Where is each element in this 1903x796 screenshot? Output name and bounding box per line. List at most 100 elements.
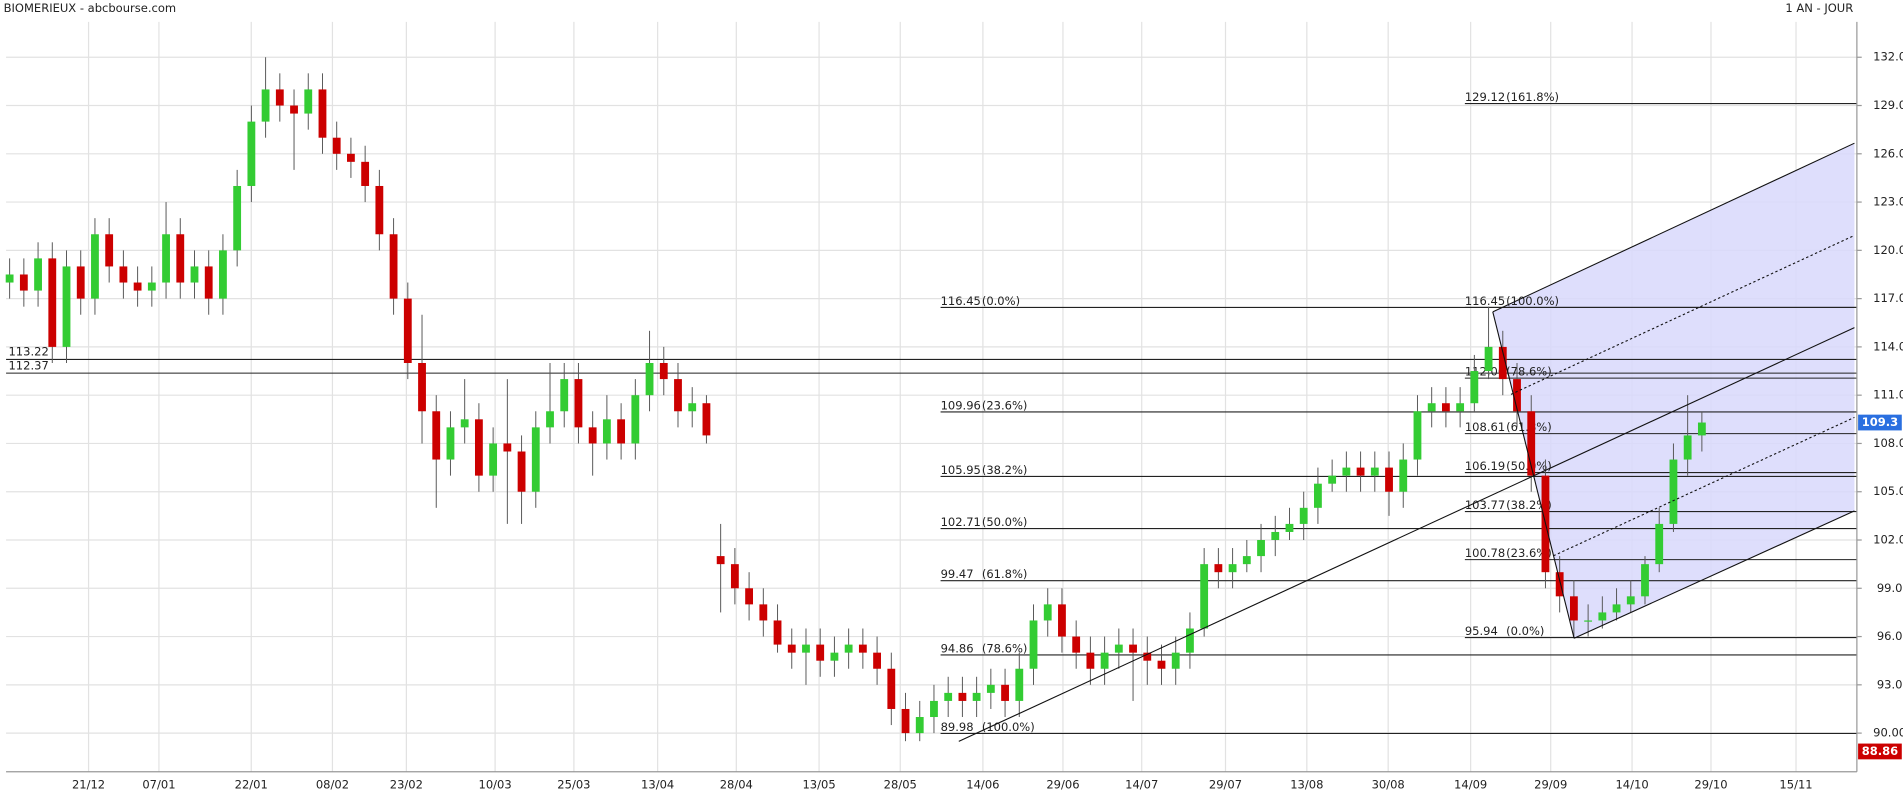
candle-body xyxy=(204,266,213,299)
fib-value: 99.47 xyxy=(941,567,974,581)
fib-percent: (78.6%) xyxy=(1506,365,1552,379)
candle-body xyxy=(944,692,953,701)
x-tick-label: 14/10 xyxy=(1615,778,1648,792)
candle-body xyxy=(247,121,256,186)
candle-body xyxy=(1143,652,1152,661)
candle-body xyxy=(261,89,270,122)
candle-body xyxy=(1214,564,1223,573)
y-tick-label: 105.0 xyxy=(1873,484,1903,498)
candle-body xyxy=(1370,467,1379,476)
x-tick-label: 10/03 xyxy=(479,778,512,792)
candle-body xyxy=(119,266,128,283)
candle-body xyxy=(674,379,682,412)
candle-body xyxy=(1342,467,1351,476)
fib-percent: (78.6%) xyxy=(982,641,1028,655)
candle-body xyxy=(574,379,583,428)
price-tag-label: 109.3 xyxy=(1862,415,1898,429)
fib-percent: (23.6%) xyxy=(982,398,1028,412)
y-tick-label: 90.00 xyxy=(1873,726,1903,740)
trend-line xyxy=(958,327,1855,742)
fib-value: 105.95 xyxy=(941,463,981,477)
candle-body xyxy=(62,266,71,347)
price-tag-label: 88.86 xyxy=(1862,744,1898,758)
fib-value: 116.45 xyxy=(1465,294,1505,308)
channel-top xyxy=(1492,142,1855,313)
fib-value: 100.78 xyxy=(1465,546,1505,560)
candle-body xyxy=(1072,636,1081,653)
candle-body xyxy=(1129,644,1137,653)
candle-body xyxy=(1100,652,1109,669)
candle-body xyxy=(1498,346,1507,380)
x-tick-label: 13/04 xyxy=(641,778,674,792)
candle-body xyxy=(1683,435,1692,460)
candle-body xyxy=(375,185,384,235)
fib-value: 95.94 xyxy=(1465,624,1498,638)
x-tick-label: 28/05 xyxy=(884,778,917,792)
x-tick-label: 13/08 xyxy=(1290,778,1323,792)
candle-body xyxy=(290,105,298,114)
candle-body xyxy=(1356,467,1365,476)
candle-body xyxy=(19,274,28,291)
candle-body xyxy=(1058,604,1066,637)
candle-body xyxy=(1584,620,1593,622)
y-tick-label: 111.0 xyxy=(1873,388,1903,402)
x-tick-label: 07/01 xyxy=(142,778,175,792)
candle-body xyxy=(688,403,697,412)
fib-value: 94.86 xyxy=(941,641,974,655)
x-tick-label: 13/05 xyxy=(802,778,835,792)
y-tick-label: 123.0 xyxy=(1873,195,1903,209)
candle-body xyxy=(1427,403,1436,412)
reference-label: 112.37 xyxy=(8,358,48,372)
candle-body xyxy=(318,89,327,138)
candle-body xyxy=(773,620,782,645)
candle-body xyxy=(1641,564,1649,597)
candle-body xyxy=(617,419,626,444)
chart-title: BIOMERIEUX - abcbourse.com xyxy=(4,1,176,15)
candle-body xyxy=(517,451,526,492)
y-tick-label: 99.0 xyxy=(1877,581,1903,595)
fib-percent: (100.0%) xyxy=(1506,294,1559,308)
candles xyxy=(5,57,1706,742)
candle-body xyxy=(745,588,754,605)
candle-body xyxy=(588,427,597,444)
y-tick-label: 102.0 xyxy=(1873,533,1903,547)
candle-body xyxy=(34,258,42,291)
fib-percent: (23.6%) xyxy=(1506,546,1552,560)
candle-body xyxy=(659,362,668,380)
fib-value: 89.98 xyxy=(941,720,974,734)
candle-body xyxy=(972,692,981,701)
candle-body xyxy=(1484,346,1493,372)
candle-body xyxy=(105,234,114,267)
period-label: 1 AN - JOUR xyxy=(1785,1,1853,15)
candle-body xyxy=(1456,403,1465,412)
x-tick-label: 08/02 xyxy=(316,778,349,792)
candle-body xyxy=(1598,612,1607,621)
candle-body xyxy=(730,564,739,589)
candle-body xyxy=(1413,411,1422,460)
candle-body xyxy=(716,556,725,565)
candle-body xyxy=(347,153,355,162)
fib-percent: (0.0%) xyxy=(982,294,1020,308)
candle-body xyxy=(1555,572,1564,597)
candle-body xyxy=(830,652,839,661)
channel-dotted xyxy=(1553,416,1855,557)
fib-percent: (0.0%) xyxy=(1506,624,1544,638)
fib-value: 129.12 xyxy=(1465,90,1505,104)
x-tick-label: 23/02 xyxy=(390,778,423,792)
x-tick-label: 28/04 xyxy=(720,778,753,792)
candle-body xyxy=(1271,531,1280,541)
x-tick-label: 29/06 xyxy=(1046,778,1079,792)
y-tick-label: 117.0 xyxy=(1873,291,1903,305)
candle-body xyxy=(1228,564,1237,573)
x-tick-label: 14/06 xyxy=(966,778,999,792)
candle-body xyxy=(1626,596,1635,605)
candle-body xyxy=(1299,507,1308,524)
candle-body xyxy=(1171,652,1180,669)
candle-body xyxy=(219,250,227,299)
reference-label: 113.22 xyxy=(8,345,48,359)
candle-body xyxy=(802,644,810,653)
candle-body xyxy=(858,644,867,653)
y-tick-label: 114.0 xyxy=(1873,339,1903,353)
candle-body xyxy=(446,427,455,460)
